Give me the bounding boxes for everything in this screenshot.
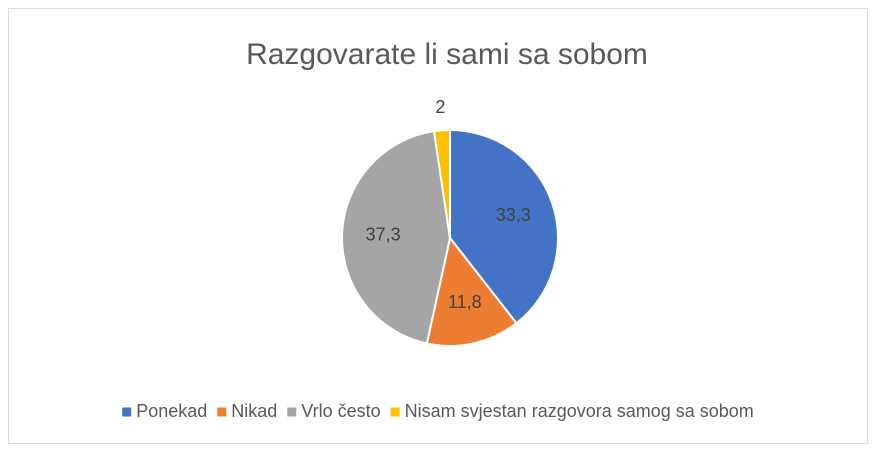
legend-label: Vrlo često — [301, 401, 380, 421]
legend-label: Ponekad — [136, 401, 207, 421]
data-label: 33,3 — [496, 205, 531, 225]
pie-slice — [432, 128, 451, 239]
data-label: 37,3 — [366, 225, 401, 245]
legend-swatch — [122, 407, 132, 417]
data-label: 2 — [435, 97, 445, 117]
data-label: 11,8 — [448, 292, 482, 312]
pie-slice — [341, 130, 452, 345]
legend-label: Nikad — [231, 401, 277, 421]
legend-swatch — [390, 407, 400, 417]
chart-title: Razgovarate li sami sa sobom — [246, 38, 648, 71]
pie-slice — [449, 128, 559, 325]
pie-slice — [425, 235, 518, 347]
legend-swatch — [287, 407, 297, 417]
legend-label: Nisam svjestan razgovora samog sa sobom — [405, 401, 754, 421]
legend-swatch — [217, 407, 227, 417]
